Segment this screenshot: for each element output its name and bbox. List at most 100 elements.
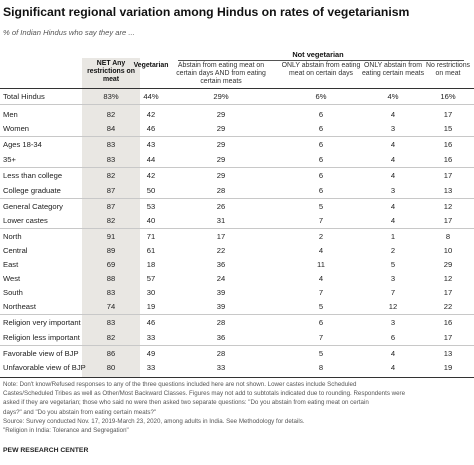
table-cell: 29 [216, 155, 226, 164]
note-line: asked if they are vegetarian; those who … [3, 399, 369, 407]
table-cell: 36 [216, 333, 226, 342]
not-vegetarian-group-header: Not vegetarian [292, 50, 344, 59]
table-cell: 15 [443, 124, 453, 133]
table-cell: 26 [216, 202, 226, 211]
table-cell: 39 [216, 302, 226, 311]
table-cell: 50 [146, 186, 156, 195]
column-header: ONLY abstain from eating meat on certain… [281, 62, 361, 78]
row-group-separator [0, 314, 474, 315]
table-cell: 4 [390, 110, 396, 119]
table-cell: 12 [388, 302, 398, 311]
table-cell: 7 [390, 288, 396, 297]
table-cell: 13 [443, 349, 453, 358]
note-line: Source: Survey conducted Nov. 17, 2019-M… [3, 417, 305, 425]
table-cell: 6 [318, 171, 324, 180]
table-cell: 11 [317, 260, 325, 269]
table-cell: 46 [146, 124, 156, 133]
table-cell: 84 [106, 124, 116, 133]
table-cell: 4 [318, 246, 324, 255]
table-cell: 74 [106, 302, 116, 311]
table-cell: 4 [390, 171, 396, 180]
column-header: Abstain from eating meat on certain days… [176, 62, 266, 86]
table-cell: 3 [390, 186, 396, 195]
table-cell: 53 [146, 202, 156, 211]
table-cell: 6 [318, 124, 324, 133]
row-group-separator [0, 104, 474, 105]
table-cell: 44% [143, 92, 159, 101]
note-line: Note: Don't know/Refused responses to an… [3, 381, 357, 388]
table-cell: 4 [390, 202, 396, 211]
table-cell: 3 [390, 124, 396, 133]
column-header: Vegetarian [133, 62, 169, 69]
row-label: West [3, 274, 21, 283]
row-group-separator [0, 167, 474, 168]
table-cell: 42 [146, 171, 156, 180]
column-header: No restrictions on meat [425, 62, 471, 78]
table-cell: 4% [387, 92, 399, 101]
table-cell: 69 [106, 260, 116, 269]
table-cell: 42 [146, 110, 156, 119]
table-cell: 31 [216, 216, 226, 225]
table-bottom-rule [0, 377, 474, 378]
table-cell: 87 [106, 186, 116, 195]
chart-title: Significant regional variation among Hin… [3, 5, 410, 19]
table-cell: 17 [443, 333, 453, 342]
table-cell: 33 [216, 363, 226, 372]
row-label: 35+ [3, 155, 16, 164]
table-cell: 4 [390, 155, 396, 164]
table-cell: 83% [103, 92, 119, 101]
table-cell: 3 [390, 318, 396, 327]
table-cell: 29 [216, 140, 226, 149]
table-cell: 19 [443, 363, 453, 372]
table-cell: 4 [390, 140, 396, 149]
row-group-separator [0, 228, 474, 229]
row-label: Total Hindus [3, 92, 45, 101]
table-cell: 1 [390, 232, 396, 241]
row-label: Northeast [3, 302, 36, 311]
table-cell: 17 [443, 110, 453, 119]
row-label: Favorable view of BJP [3, 349, 79, 358]
table-cell: 49 [146, 349, 156, 358]
not-vegetarian-group-rule [178, 60, 464, 61]
table-cell: 29 [216, 171, 226, 180]
row-label: Women [3, 124, 30, 133]
table-cell: 5 [318, 202, 324, 211]
table-cell: 82 [106, 333, 116, 342]
table-cell: 16 [443, 318, 453, 327]
table-cell: 89 [106, 246, 116, 255]
table-cell: 29 [443, 260, 453, 269]
row-label: Ages 18-34 [3, 140, 42, 149]
table-cell: 29 [216, 110, 226, 119]
table-cell: 29 [216, 124, 226, 133]
table-cell: 17 [443, 171, 453, 180]
row-label: Religion less important [3, 333, 80, 342]
table-cell: 6 [318, 110, 324, 119]
table-cell: 22 [216, 246, 226, 255]
row-label: Lower castes [3, 216, 48, 225]
table-cell: 28 [216, 318, 226, 327]
table-cell: 87 [106, 202, 116, 211]
table-cell: 82 [106, 171, 116, 180]
chart-subtitle: % of Indian Hindus who say they are ... [3, 28, 135, 37]
table-cell: 7 [318, 333, 324, 342]
table-cell: 22 [443, 302, 453, 311]
row-label: General Category [3, 202, 63, 211]
table-cell: 86 [106, 349, 116, 358]
column-header: ONLY abstain from eating certain meats [361, 62, 425, 78]
table-cell: 17 [443, 288, 453, 297]
table-cell: 16 [443, 140, 453, 149]
table-cell: 5 [318, 302, 324, 311]
row-label: Unfavorable view of BJP [3, 363, 86, 372]
table-cell: 4 [390, 363, 396, 372]
table-cell: 4 [318, 274, 324, 283]
row-label: Religion very important [3, 318, 81, 327]
table-cell: 17 [216, 232, 226, 241]
table-cell: 28 [216, 349, 226, 358]
table-cell: 29% [213, 92, 229, 101]
table-cell: 13 [443, 186, 453, 195]
note-line: "Religion in India: Tolerance and Segreg… [3, 427, 129, 434]
row-label: Central [3, 246, 28, 255]
table-cell: 61 [146, 246, 156, 255]
table-cell: 10 [443, 246, 453, 255]
row-label: Men [3, 110, 18, 119]
